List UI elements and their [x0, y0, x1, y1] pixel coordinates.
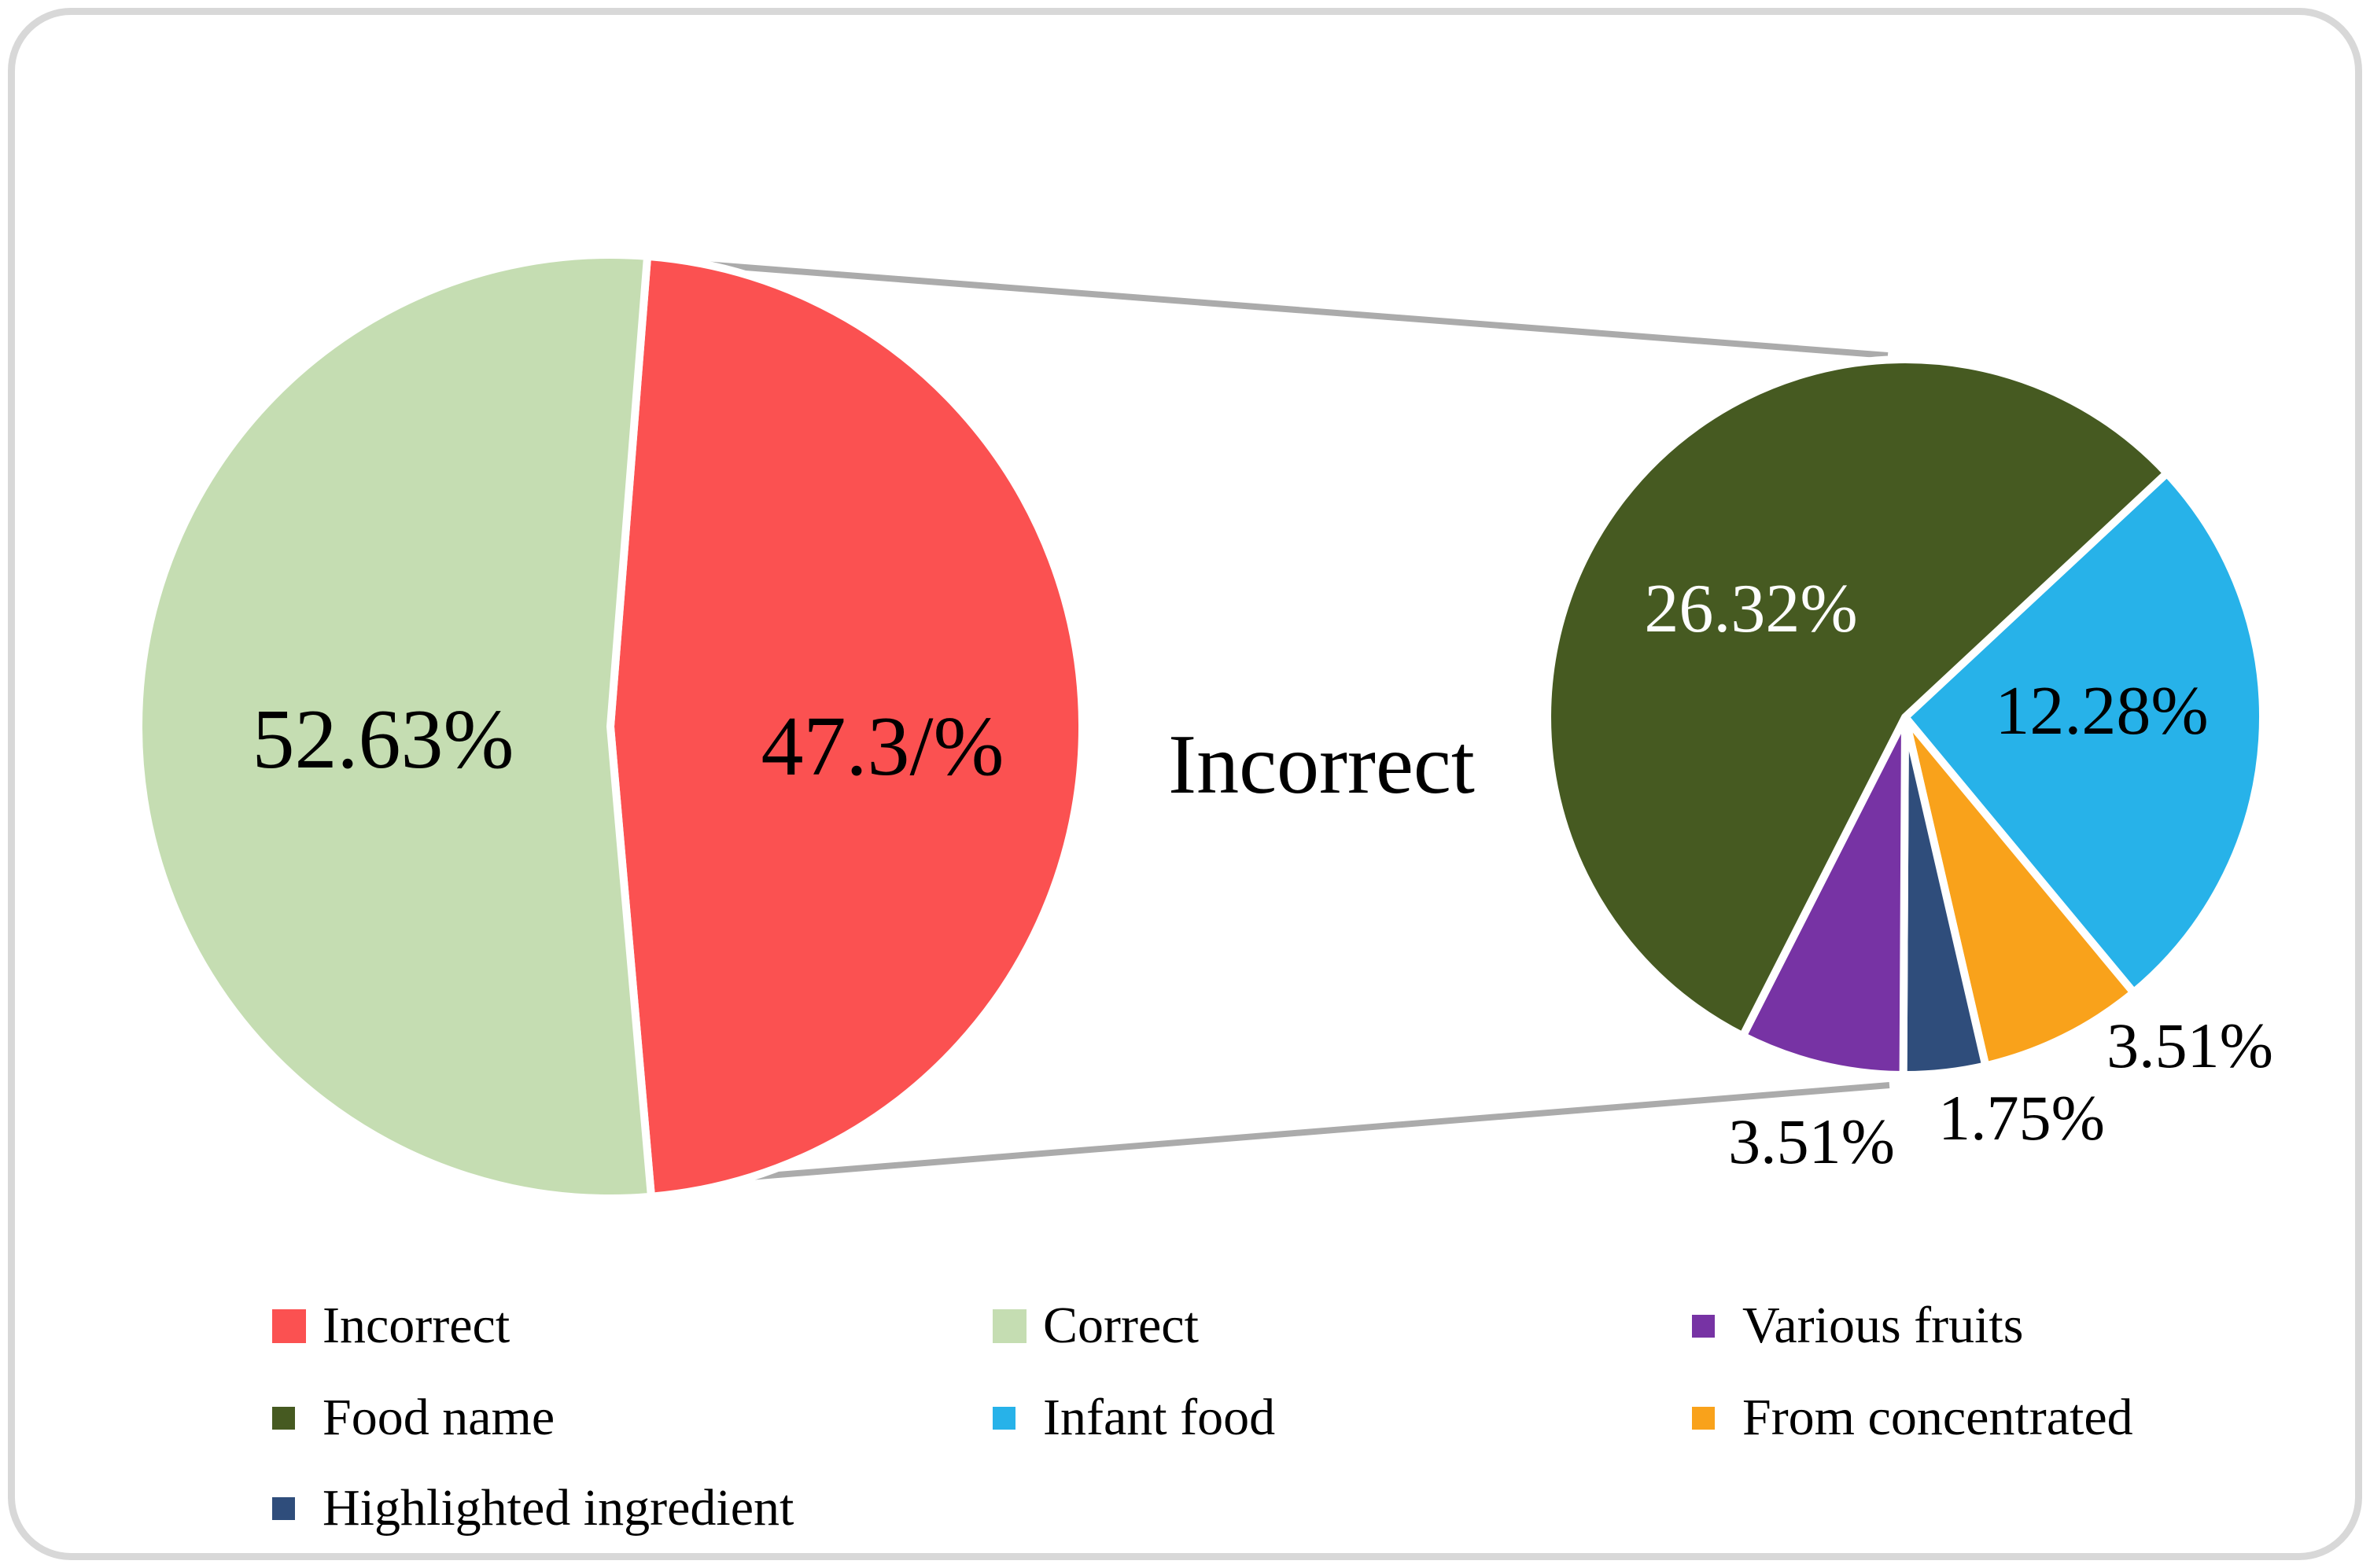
legend-swatch-icon [272, 1406, 295, 1430]
legend-item-from-concentrated: From concentrated [1692, 1388, 2133, 1448]
label-incorrect-percent: 47.3/% [761, 700, 1004, 793]
legend-item-infant-food: Infant food [993, 1388, 1275, 1448]
breakdown-pie [1543, 355, 2267, 1079]
pie-slice-incorrect [606, 252, 1087, 1201]
label-correct-percent: 52.63% [252, 693, 514, 786]
legend-item-incorrect: Incorrect [272, 1296, 510, 1356]
legend-swatch-icon [993, 1406, 1015, 1430]
legend-item-label: Correct [1043, 1297, 1199, 1354]
main-pie [135, 251, 1087, 1202]
legend-item-label: From concentrated [1742, 1389, 2133, 1446]
legend-swatch-icon [272, 1309, 306, 1343]
pie-slice-correct [135, 251, 655, 1202]
label-incorrect-callout: Incorrect [1168, 718, 1475, 812]
label-various-fruits-percent: 3.51% [1728, 1106, 1895, 1177]
connector-line-bottom [699, 1082, 1890, 1184]
legend-item-label: Highlighted ingredient [323, 1479, 794, 1537]
legend-swatch-icon [993, 1309, 1027, 1343]
legend-item-various-fruits: Various fruits [1692, 1296, 2023, 1356]
legend-item-highlighted-ingredient: Highlighted ingredient [272, 1478, 794, 1538]
legend-swatch-icon [1692, 1314, 1715, 1338]
connector-line-top [684, 259, 1889, 359]
pie-slice-food-name [1543, 355, 2171, 1040]
legend-swatch-icon [272, 1496, 295, 1520]
legend-item-label: Infant food [1043, 1389, 1276, 1446]
label-food-name-percent: 26.32% [1644, 571, 1858, 647]
legend-item-food-name: Food name [272, 1388, 555, 1448]
legend-item-label: Food name [323, 1389, 555, 1446]
legend-item-correct: Correct [993, 1296, 1199, 1356]
legend-item-label: Various fruits [1742, 1297, 2024, 1354]
legend-swatch-icon [1692, 1406, 1715, 1430]
pie-slice-infant-food [1901, 469, 2267, 997]
legend-item-label: Incorrect [323, 1297, 510, 1354]
label-from-concentrated-percent: 3.51% [2106, 1010, 2273, 1081]
pie-slice-from-concentrated [1901, 713, 2138, 1070]
pie-slice-various-fruits [1738, 713, 1909, 1079]
label-highlighted-ingredient-percent: 1.75% [1938, 1082, 2105, 1154]
label-infant-food-percent: 12.28% [1995, 673, 2209, 749]
